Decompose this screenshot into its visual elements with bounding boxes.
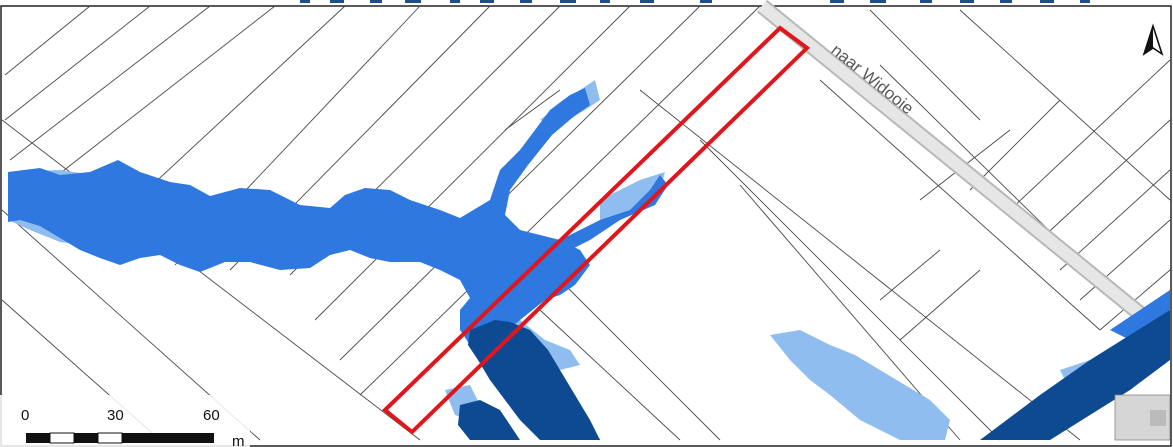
scale-tick-30: 30: [107, 407, 124, 424]
road: [756, 0, 1166, 337]
title-dots: [300, 0, 1090, 3]
flood-medium: [8, 88, 1170, 355]
map-border: [0, 5, 1172, 447]
scale-tick-0: 0: [21, 407, 29, 424]
building: [1114, 394, 1171, 441]
title-strip: [0, 0, 1173, 4]
study-area-outline[interactable]: [381, 25, 811, 435]
flood-dark: [458, 310, 1170, 440]
scale-bar: 0 30 60 m: [0, 395, 250, 447]
north-arrow-icon: [1142, 23, 1164, 56]
scale-tick-60: 60: [203, 407, 220, 424]
scale-unit: m: [232, 433, 245, 447]
